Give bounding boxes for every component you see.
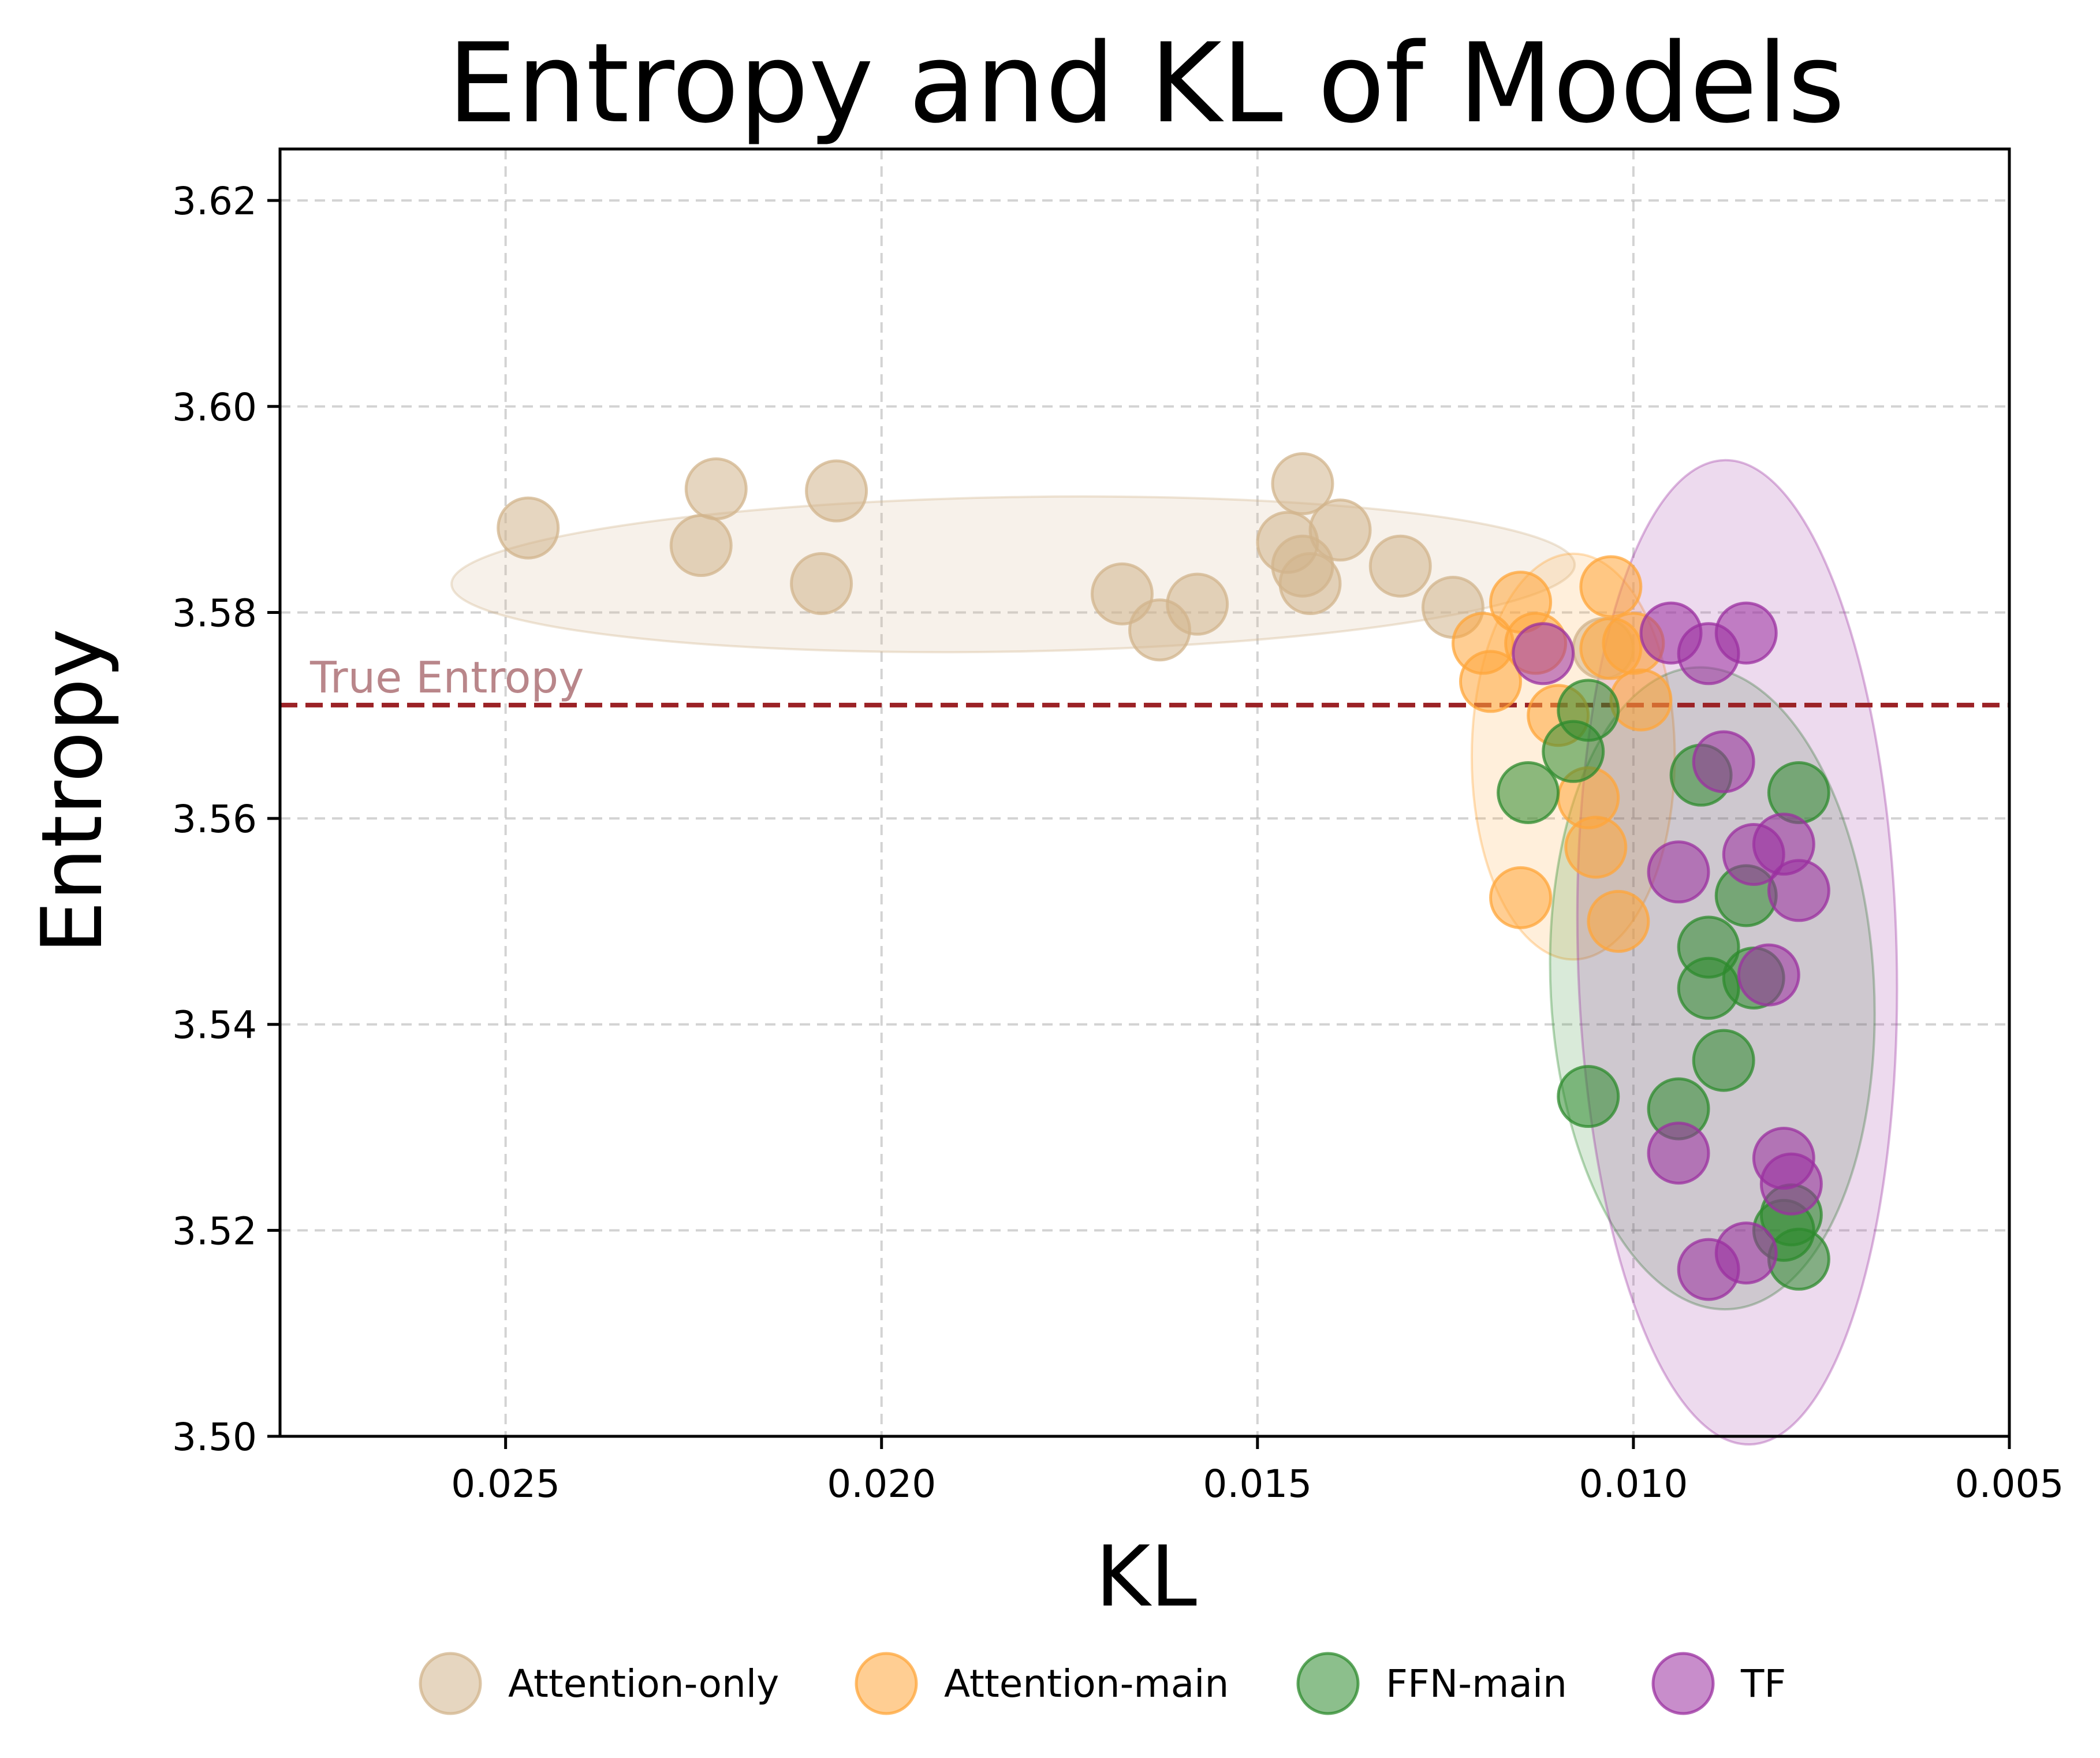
point-attention-main <box>1564 815 1628 879</box>
legend-marker-attention-main <box>855 1652 918 1715</box>
point-tf <box>1737 943 1800 1007</box>
legend-label-ffn-main: FFN-main <box>1386 1662 1567 1706</box>
legend-label-tf: TF <box>1740 1662 1786 1706</box>
point-tf <box>1714 601 1778 665</box>
point-ffn-main <box>1557 1065 1620 1128</box>
point-attention-main <box>1459 650 1522 713</box>
point-ffn-main <box>1692 1029 1755 1092</box>
point-ffn-main <box>1497 761 1560 824</box>
y-tick-label: 3.54 <box>172 1003 257 1048</box>
point-ffn-main <box>1767 1227 1830 1291</box>
y-axis-label: Entropy <box>24 628 121 954</box>
y-tick-label: 3.60 <box>172 385 257 430</box>
point-attention-only <box>497 496 560 560</box>
y-tick-label: 3.52 <box>172 1209 257 1253</box>
grid <box>280 149 2009 1436</box>
legend-marker-attention-only <box>419 1652 482 1715</box>
point-ffn-main <box>1542 720 1605 783</box>
point-attention-only <box>1278 552 1342 616</box>
x-tick-label: 0.015 <box>1203 1462 1312 1506</box>
point-attention-only <box>1166 572 1229 636</box>
legend-marker-tf <box>1651 1652 1715 1715</box>
point-attention-only <box>669 514 733 578</box>
point-tf <box>1692 730 1755 794</box>
y-axis-ticks: 3.50 3.52 3.54 3.56 3.58 3.60 3.62 <box>172 179 280 1459</box>
legend-label-attention-only: Attention-only <box>508 1662 779 1706</box>
reference-line-group: True Entropy <box>280 652 2009 707</box>
point-attention-only <box>790 552 853 616</box>
legend: Attention-only Attention-main FFN-main TF <box>419 1652 1786 1715</box>
chart-title: Entropy and KL of Models <box>447 20 1845 147</box>
x-tick-label: 0.025 <box>451 1462 560 1506</box>
y-tick-label: 3.56 <box>172 797 257 841</box>
point-tf <box>1647 1122 1710 1185</box>
point-attention-only <box>1271 452 1334 516</box>
y-tick-label: 3.50 <box>172 1415 257 1459</box>
x-tick-label: 0.005 <box>1955 1462 2064 1506</box>
point-attention-only <box>805 459 868 523</box>
x-axis-ticks: 0.025 0.020 0.015 0.010 0.005 <box>451 1436 2064 1506</box>
point-attention-main <box>1587 889 1650 953</box>
point-tf <box>1677 1238 1740 1301</box>
legend-marker-ffn-main <box>1296 1652 1360 1715</box>
point-attention-main <box>1579 555 1643 619</box>
x-tick-label: 0.020 <box>827 1462 936 1506</box>
point-attention-only <box>684 457 748 520</box>
plot-frame <box>278 147 2011 1438</box>
x-axis-label: KL <box>1095 1528 1197 1626</box>
point-attention-main <box>1489 866 1553 929</box>
point-tf <box>1759 1152 1823 1216</box>
point-tf <box>1647 840 1710 904</box>
y-tick-label: 3.62 <box>172 179 257 224</box>
point-attention-main <box>1609 668 1673 732</box>
true-entropy-label: True Entropy <box>309 652 584 703</box>
x-tick-label: 0.010 <box>1579 1462 1688 1506</box>
data-points <box>497 452 1830 1301</box>
legend-label-attention-main: Attention-main <box>944 1662 1229 1706</box>
point-tf <box>1512 622 1575 686</box>
point-attention-only <box>1368 534 1432 598</box>
y-tick-label: 3.58 <box>172 591 257 635</box>
point-tf <box>1767 859 1830 922</box>
